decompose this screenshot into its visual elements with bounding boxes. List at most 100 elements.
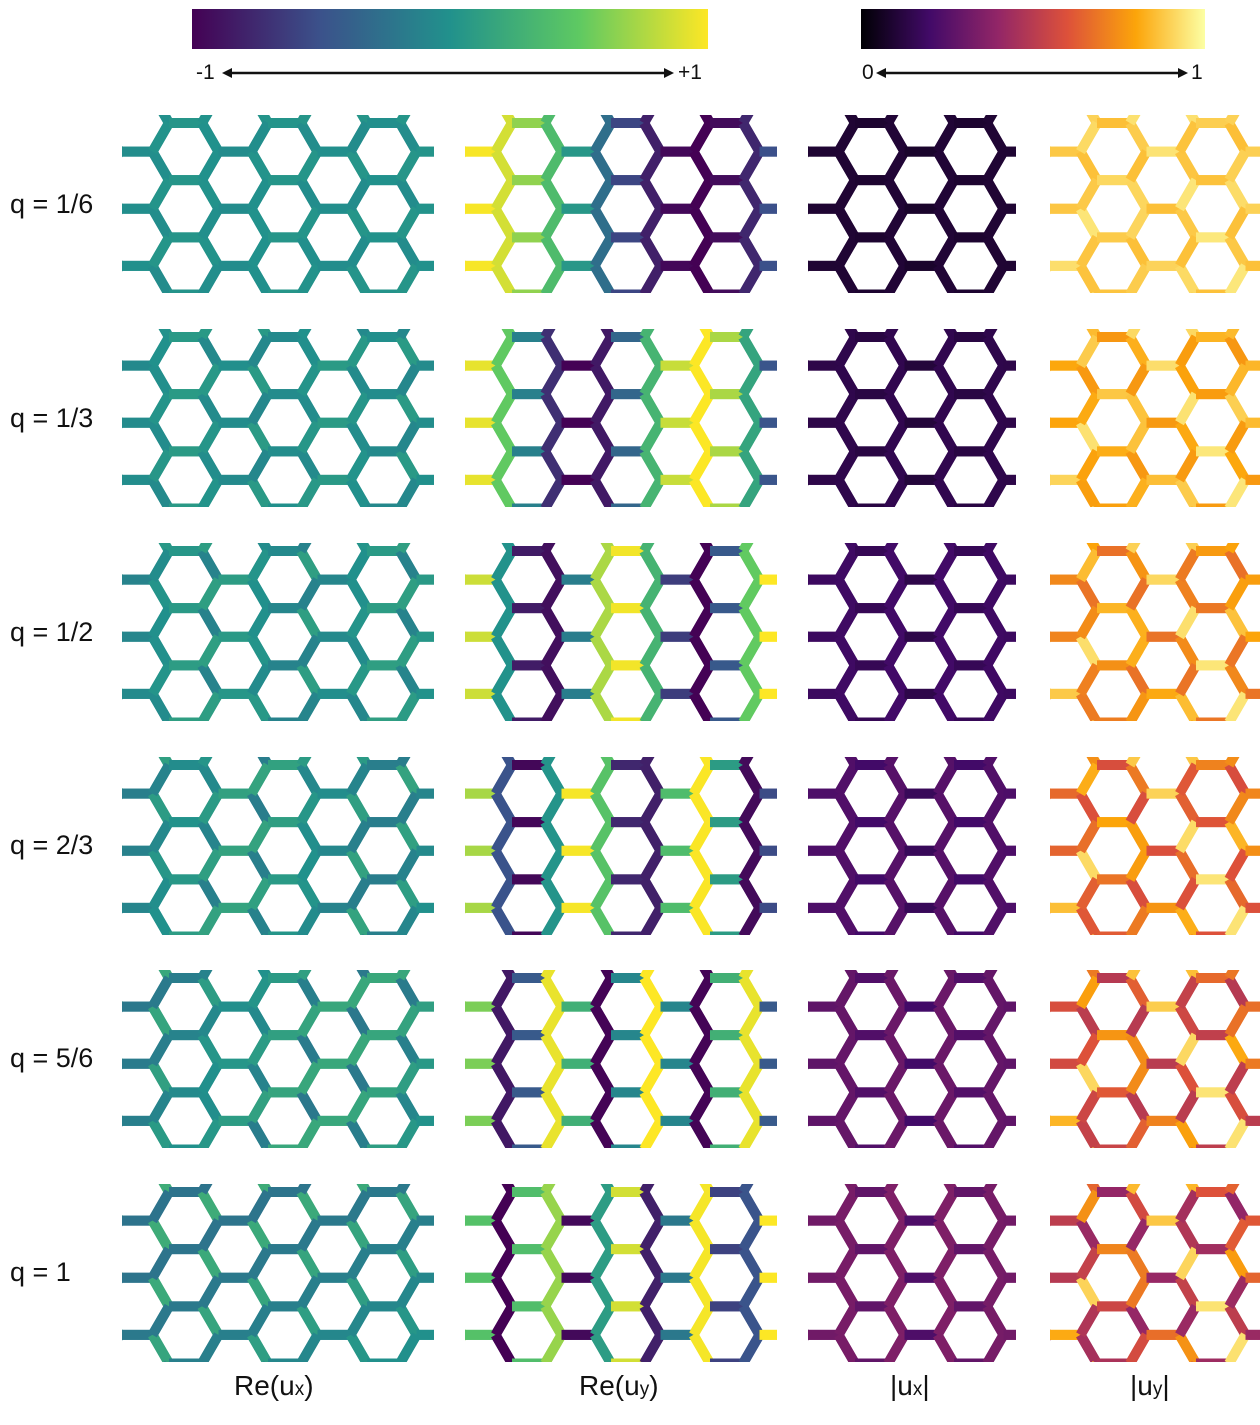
lattice-bond [1076,905,1102,935]
lattice-bond [982,970,998,981]
lattice-bond [346,1004,372,1038]
lattice-bond [834,1332,860,1362]
lattice-bond [1224,1332,1250,1362]
lattice-bond [1224,477,1250,507]
row-label-q-1: q = 1 [10,1257,71,1287]
viridis-min-label: -1 [196,61,215,84]
lattice-bond [1224,905,1250,935]
lattice-bond [148,149,174,183]
lattice-bond [883,819,909,854]
lattice-bond [247,876,273,911]
lattice-bond [148,1061,174,1095]
lattice-bond [933,1004,959,1038]
lattice-bond [491,791,517,825]
lattice-bond [356,543,372,554]
lattice-bond [247,819,273,854]
lattice-bond [296,477,322,507]
lattice-panel-r1-c0 [122,329,434,507]
lattice-bond [1076,819,1102,854]
column-label-abs-ux: |ux| [890,1370,930,1401]
lattice-bond [1086,115,1102,126]
lattice-bond [148,1004,174,1038]
lattice-bond [1185,115,1201,126]
lattice-bond [148,363,174,397]
lattice-bond [933,1189,959,1224]
lattice-bond [1175,762,1201,797]
lattice-bond [257,1184,273,1195]
lattice-bond [395,1118,421,1148]
lattice-bond [738,1118,764,1148]
lattice-bond [1076,391,1102,426]
lattice-bond [296,1184,312,1195]
lattice-panel-r2-c1 [465,543,777,721]
lattice-bond [590,1189,616,1224]
lattice-bond [296,1246,322,1281]
lattice-bond [639,1218,665,1252]
lattice-bond [1224,762,1250,797]
lattice-bond [1086,757,1102,768]
lattice-bond [738,120,764,155]
lattice-bond [257,543,273,554]
lattice-bond [296,1004,322,1038]
lattice-bond [395,1184,411,1195]
lattice-bond [689,1004,715,1038]
lattice-bond [982,605,1008,640]
lattice-bond [296,791,322,825]
lattice-bond [639,905,665,935]
lattice-panel-r5-c1 [465,1184,777,1362]
lattice-panel-r1-c1 [465,329,777,507]
lattice-bond [395,177,421,212]
lattice-bond [346,1032,372,1067]
lattice-bond [738,791,764,825]
lattice-bond [540,477,566,507]
lattice-bond [148,1275,174,1309]
lattice-bond [346,1246,372,1281]
lattice-bond [1086,329,1102,340]
lattice-bond [1086,1184,1102,1195]
lattice-panel-r4-c1 [465,970,777,1148]
lattice-bond [738,149,764,183]
lattice-bond [296,234,322,269]
lattice-bond [590,420,616,454]
lattice-bond [1076,762,1102,797]
lattice-bond [738,1246,764,1281]
lattice-bond [247,1275,273,1309]
lattice-bond [600,1184,616,1195]
lattice-bond [395,1189,421,1224]
lattice-bond [540,791,566,825]
lattice-bond [1076,1061,1102,1095]
lattice-bond [491,819,517,854]
lattice-bond [395,577,421,611]
lattice-bond [346,477,372,507]
lattice-bond [197,1061,223,1095]
lattice-bond [982,120,1008,155]
lattice-bond [883,1332,909,1362]
lattice-panel-r0-c1 [465,115,777,293]
lattice-bond [834,477,860,507]
lattice-bond [639,1061,665,1095]
lattice-bond [738,548,764,583]
lattice-bond [148,1332,174,1362]
lattice-bond [933,975,959,1010]
lattice-bond [1125,477,1151,507]
lattice-bond [1224,970,1240,981]
lattice-bond [738,1275,764,1309]
lattice-bond [395,391,421,426]
lattice-bond [600,115,616,126]
lattice-bond [982,791,1008,825]
lattice-bond [148,975,174,1010]
lattice-bond [540,1246,566,1281]
lattice-bond [982,876,1008,911]
lattice-bond [738,1061,764,1095]
lattice-bond [1076,120,1102,155]
lattice-bond [639,975,665,1010]
lattice-bond [197,1032,223,1067]
lattice-bond [738,1218,764,1252]
lattice-bond [1076,975,1102,1010]
lattice-bond [247,448,273,483]
lattice-bond [395,206,421,240]
lattice-bond [540,819,566,854]
lattice-bond [491,149,517,183]
lattice-bond [639,420,665,454]
lattice-bond [738,234,764,269]
